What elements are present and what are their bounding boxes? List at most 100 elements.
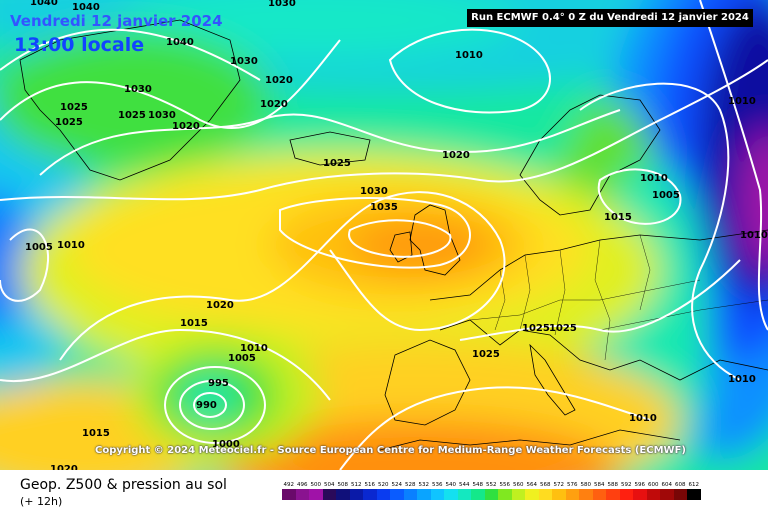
legend-swatch xyxy=(579,489,593,500)
legend-label: 548 xyxy=(472,482,484,488)
legend-label: 528 xyxy=(405,482,416,488)
coastlines xyxy=(19,19,768,451)
isobar-label: 1030 xyxy=(268,0,296,9)
legend-swatch xyxy=(349,489,363,500)
isobar-label: 995 xyxy=(208,378,229,389)
map-footer: Geop. Z500 & pression au sol (+ 12h) 492… xyxy=(0,470,768,512)
legend-label: 520 xyxy=(378,482,389,488)
legend-cell: 588 xyxy=(606,481,620,501)
legend-cell: 532 xyxy=(417,481,431,501)
legend-swatch xyxy=(511,489,525,500)
legend-swatch xyxy=(592,489,606,500)
legend-swatch xyxy=(538,489,552,500)
legend-swatch xyxy=(322,489,336,500)
isobar-label: 1020 xyxy=(442,150,470,161)
legend-cell: 592 xyxy=(619,481,633,501)
legend-swatch xyxy=(457,489,471,500)
isobar-label: 1005 xyxy=(25,242,53,253)
legend-cell: 556 xyxy=(498,481,512,501)
legend-swatch xyxy=(417,489,431,500)
legend-cell: 564 xyxy=(525,481,539,501)
legend-cell: 580 xyxy=(579,481,593,501)
legend-label: 552 xyxy=(486,482,497,488)
isobar-label: 1010 xyxy=(740,230,768,241)
legend-swatch xyxy=(363,489,377,500)
legend-label: 560 xyxy=(513,482,524,488)
legend-label: 588 xyxy=(607,482,619,488)
legend-label: 596 xyxy=(634,482,646,488)
legend-label: 496 xyxy=(297,482,308,488)
legend-cell: 576 xyxy=(565,481,579,501)
legend-label: 500 xyxy=(310,482,322,488)
isobar-label: 1005 xyxy=(228,353,256,364)
legend-cell: 608 xyxy=(673,481,687,501)
isobar-label: 1025 xyxy=(472,349,500,360)
legend-cell: 520 xyxy=(376,481,390,501)
weather-map: 1040 1040 1030 1040 1030 1020 1030 1020 … xyxy=(0,0,768,470)
legend-cell: 548 xyxy=(471,481,485,501)
isobar-label: 1015 xyxy=(180,318,208,329)
legend-label: 544 xyxy=(459,482,470,488)
isobar-label: 1015 xyxy=(604,212,632,223)
legend-cell: 500 xyxy=(309,481,323,501)
legend-label: 580 xyxy=(580,482,592,488)
geopotential-fill xyxy=(0,0,768,470)
legend-cell: 516 xyxy=(363,481,377,501)
isobar-label: 1000 xyxy=(212,439,240,450)
legend-label: 540 xyxy=(445,482,457,488)
legend-cell: 504 xyxy=(322,481,336,501)
legend-label: 572 xyxy=(553,482,565,488)
legend-cell: 560 xyxy=(511,481,525,501)
color-scale-legend: 492 496 500 504 508 512 516 520 524 528 532 536 540 5… xyxy=(282,481,701,501)
isobar-label: 1010 xyxy=(240,343,268,354)
legend-label: 508 xyxy=(337,482,349,488)
legend-label: 592 xyxy=(621,482,632,488)
legend-swatch xyxy=(606,489,620,500)
legend-label: 516 xyxy=(364,482,376,488)
run-info-banner: Run ECMWF 0.4° 0 Z du Vendredi 12 janvie… xyxy=(467,9,753,27)
isobar-label: 1020 xyxy=(206,300,234,311)
isobar-label: 1010 xyxy=(728,374,756,385)
isobar-label: 1015 xyxy=(82,428,110,439)
isobar-label: 1035 xyxy=(370,202,398,213)
isobar-label: 1025 xyxy=(323,158,351,169)
isobar-label: 1010 xyxy=(629,413,657,424)
legend-swatch xyxy=(646,489,660,500)
legend-label: 604 xyxy=(661,482,673,488)
isobar-label: 1020 xyxy=(50,464,78,470)
legend-label: 536 xyxy=(432,482,443,488)
legend-swatch xyxy=(376,489,390,500)
legend-cell: 572 xyxy=(552,481,566,501)
legend-swatch xyxy=(633,489,647,500)
legend-cell: 552 xyxy=(484,481,498,501)
legend-cell: 584 xyxy=(592,481,606,501)
legend-cell: 596 xyxy=(633,481,647,501)
legend-cell: 568 xyxy=(538,481,552,501)
legend-label: 584 xyxy=(594,482,605,488)
isobar-label: 1030 xyxy=(360,186,388,197)
legend-cell: 600 xyxy=(646,481,660,501)
isobar-label: 1010 xyxy=(640,173,668,184)
legend-swatch xyxy=(673,489,687,500)
legend-swatch xyxy=(565,489,579,500)
forecast-lead-time: (+ 12h) xyxy=(20,495,63,508)
legend-swatch xyxy=(471,489,485,500)
legend-swatch xyxy=(295,489,309,500)
legend-swatch xyxy=(484,489,498,500)
map-canvas: 1040 1040 1030 1040 1030 1020 1030 1020 … xyxy=(0,0,768,470)
legend-cell: 612 xyxy=(687,481,701,501)
isobar-label: 1010 xyxy=(455,50,483,61)
isobars xyxy=(0,0,768,470)
legend-swatch xyxy=(619,489,633,500)
forecast-local-time: 13:00 locale xyxy=(14,34,145,56)
legend-swatch xyxy=(660,489,674,500)
legend-swatch xyxy=(390,489,404,500)
country-borders xyxy=(469,234,768,361)
legend-label: 608 xyxy=(675,482,686,488)
legend-label: 600 xyxy=(648,482,659,488)
legend-cell: 508 xyxy=(336,481,350,501)
legend-swatch xyxy=(403,489,417,500)
isobar-label: 1025 xyxy=(118,110,146,121)
isobar-label: 1020 xyxy=(260,99,288,110)
legend-label: 564 xyxy=(526,482,538,488)
